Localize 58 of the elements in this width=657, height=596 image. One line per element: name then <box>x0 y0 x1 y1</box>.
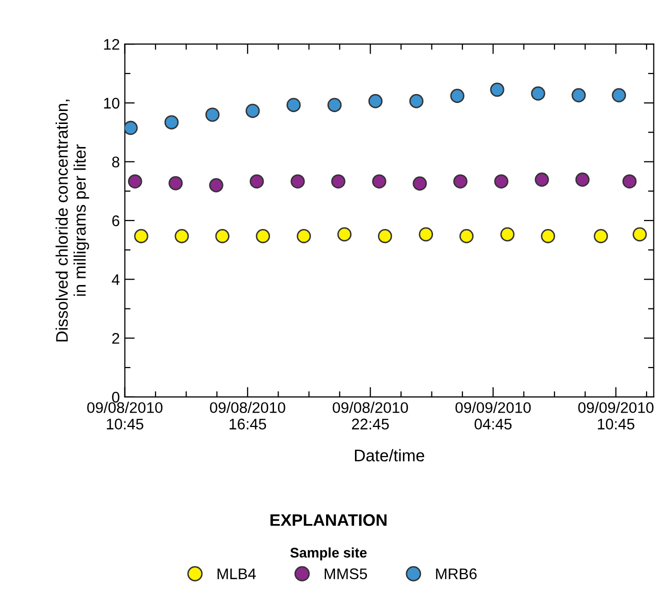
point <box>459 229 474 244</box>
y-tick-label: 0 <box>112 392 120 403</box>
point <box>128 174 142 189</box>
x-tick-label: 09/09/2010 10:45 <box>578 402 654 430</box>
x-tick-label: 09/08/2010 22:45 <box>332 402 408 430</box>
point <box>205 108 220 122</box>
point <box>632 227 647 242</box>
point <box>296 229 311 244</box>
legend-title: Sample site <box>290 547 367 560</box>
point <box>378 229 392 244</box>
point <box>594 229 608 244</box>
point <box>418 227 434 242</box>
point <box>450 88 464 103</box>
point <box>372 174 386 189</box>
point <box>164 115 179 130</box>
point <box>540 229 556 244</box>
point <box>250 174 264 189</box>
legend-label: MLB4 <box>218 568 256 580</box>
point <box>412 176 427 191</box>
point <box>256 229 270 244</box>
y-tick-label: 4 <box>112 274 120 285</box>
point <box>500 227 515 242</box>
x-tick-label: 09/08/2010 16:45 <box>210 402 286 430</box>
point <box>168 176 183 190</box>
point <box>534 172 549 187</box>
y-axis-title: Dissolved chloride concentration, in milligrams per liter <box>56 100 90 342</box>
legend-label: MMS5 <box>324 568 367 580</box>
point <box>453 174 468 189</box>
y-tick-label: 2 <box>112 333 120 344</box>
point <box>368 94 383 108</box>
point <box>409 94 424 108</box>
y-tick-label: 6 <box>112 215 120 226</box>
y-tick-label: 12 <box>104 38 120 50</box>
y-tick-label: 10 <box>104 98 120 109</box>
point <box>174 229 189 244</box>
x-tick-label: 09/08/2010 10:45 <box>87 402 162 430</box>
point <box>331 174 346 189</box>
point <box>494 174 508 189</box>
point <box>575 172 590 187</box>
point <box>124 120 138 135</box>
point <box>286 98 301 112</box>
point <box>290 174 305 189</box>
point <box>327 98 342 112</box>
text: EXPLANATION <box>270 514 386 526</box>
point <box>134 229 148 244</box>
x-tick-label: 09/09/2010 04:45 <box>455 402 531 430</box>
point <box>490 82 504 97</box>
point <box>209 178 224 192</box>
y-tick-label: 8 <box>112 156 120 168</box>
point <box>215 229 230 244</box>
point <box>572 88 586 102</box>
point <box>612 88 626 102</box>
point <box>622 174 637 189</box>
legend-label: MRB6 <box>436 568 477 580</box>
x-axis-title: Date/time <box>354 449 424 462</box>
point <box>246 104 260 118</box>
point <box>337 227 352 242</box>
point <box>531 86 546 101</box>
